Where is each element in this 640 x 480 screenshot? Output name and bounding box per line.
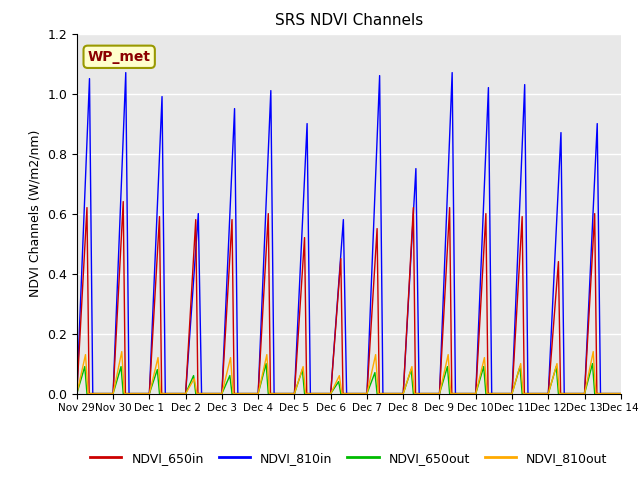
Legend: NDVI_650in, NDVI_810in, NDVI_650out, NDVI_810out: NDVI_650in, NDVI_810in, NDVI_650out, NDV… [85,447,612,469]
Y-axis label: NDVI Channels (W/m2/nm): NDVI Channels (W/m2/nm) [29,130,42,297]
Text: WP_met: WP_met [88,50,150,64]
Title: SRS NDVI Channels: SRS NDVI Channels [275,13,423,28]
